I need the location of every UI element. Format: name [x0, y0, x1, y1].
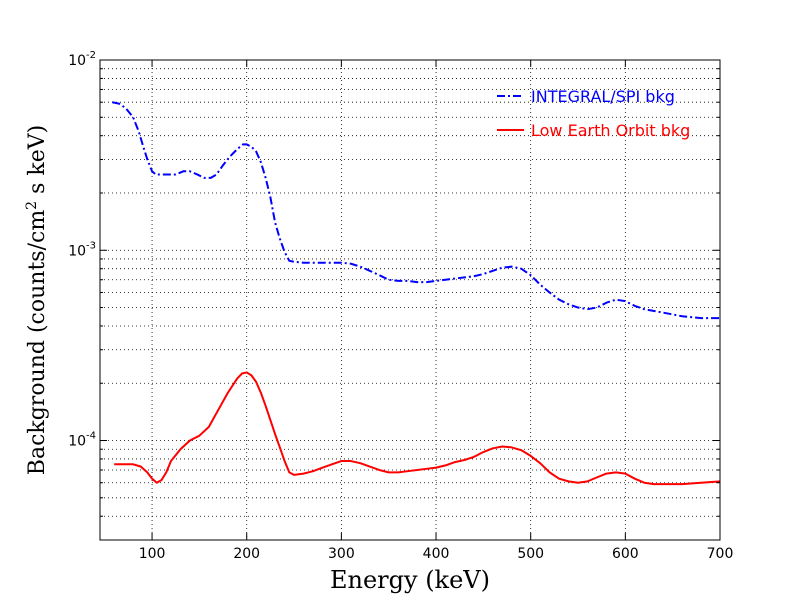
y-tick-label-base: 10: [68, 53, 86, 69]
series-line-integral-spi-bkg: [112, 101, 720, 320]
series-layer: [112, 101, 721, 486]
x-tick-label: 400: [423, 546, 450, 562]
y-tick-label-exponent: -2: [86, 50, 96, 61]
y-tick-label: 10-2: [68, 50, 96, 69]
legend: INTEGRAL/SPI bkg Low Earth Orbit bkg: [497, 87, 690, 140]
x-tick-label: 500: [517, 546, 544, 562]
x-tick-label: 200: [233, 546, 260, 562]
y-tick-label: 10-4: [68, 431, 96, 450]
y-tick-label-base: 10: [68, 243, 86, 259]
y-tick-label: 10-3: [68, 240, 96, 259]
y-axis-label-prefix: Background (counts/cm: [25, 210, 50, 476]
x-tick-label: 600: [612, 546, 639, 562]
y-axis-label: Background (counts/cm2 s keV): [24, 125, 50, 475]
series-line-low-earth-orbit-bkg: [114, 371, 721, 486]
x-tick-label: 700: [707, 546, 734, 562]
y-axis: 10-210-310-4: [68, 50, 720, 541]
x-tick-label: 300: [328, 546, 355, 562]
y-tick-label-exponent: -4: [86, 431, 96, 442]
legend-label-integral-spi: INTEGRAL/SPI bkg: [531, 87, 675, 106]
y-tick-label-base: 10: [68, 434, 86, 450]
y-axis-label-sup: 2: [24, 201, 40, 210]
y-tick-label-exponent: -3: [86, 240, 96, 251]
x-tick-label: 100: [139, 546, 166, 562]
plot-frame: [99, 59, 721, 541]
x-axis: 100 200 300 400 500 600 700: [139, 60, 734, 562]
grid: [100, 59, 720, 541]
x-axis-label: Energy (keV): [330, 566, 490, 594]
y-axis-label-suffix: s keV): [25, 125, 50, 201]
legend-label-low-earth-orbit: Low Earth Orbit bkg: [531, 121, 690, 140]
